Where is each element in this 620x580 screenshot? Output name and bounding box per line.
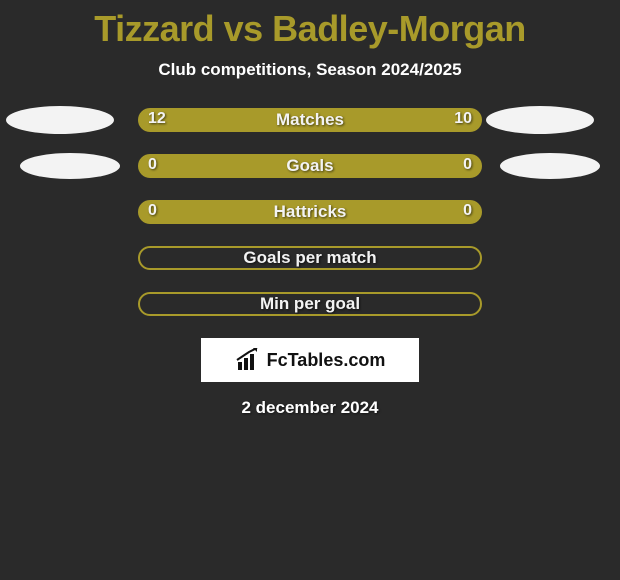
stat-value-left: 0 [148,202,157,220]
stat-value-right: 0 [463,156,472,174]
chart-icon [235,348,263,372]
stat-value-left: 12 [148,110,166,128]
decor-ellipse [500,153,600,179]
stat-bar: Matches [138,108,482,132]
subtitle: Club competitions, Season 2024/2025 [0,60,620,80]
stat-value-left: 0 [148,156,157,174]
stat-row: Min per goal [0,292,620,316]
page-title: Tizzard vs Badley-Morgan [0,0,620,50]
stat-label: Matches [276,110,344,130]
stat-value-right: 0 [463,202,472,220]
decor-ellipse [6,106,114,134]
stat-label: Min per goal [260,294,360,314]
brand-text: FcTables.com [267,350,386,371]
stat-bar: Hattricks [138,200,482,224]
decor-ellipse [486,106,594,134]
stat-row: Goals per match [0,246,620,270]
stat-row: Hattricks 0 0 [0,200,620,224]
stat-label: Goals [286,156,333,176]
decor-ellipse [20,153,120,179]
stat-label: Hattricks [274,202,347,222]
stat-bar: Goals [138,154,482,178]
stat-value-right: 10 [454,110,472,128]
brand-box: FcTables.com [201,338,419,382]
date-text: 2 december 2024 [0,398,620,418]
stats-area: Matches 12 10 Goals 0 0 Hattricks 0 0 Goals per m… [0,108,620,316]
stat-bar: Min per goal [138,292,482,316]
stat-bar: Goals per match [138,246,482,270]
stat-label: Goals per match [243,248,376,268]
